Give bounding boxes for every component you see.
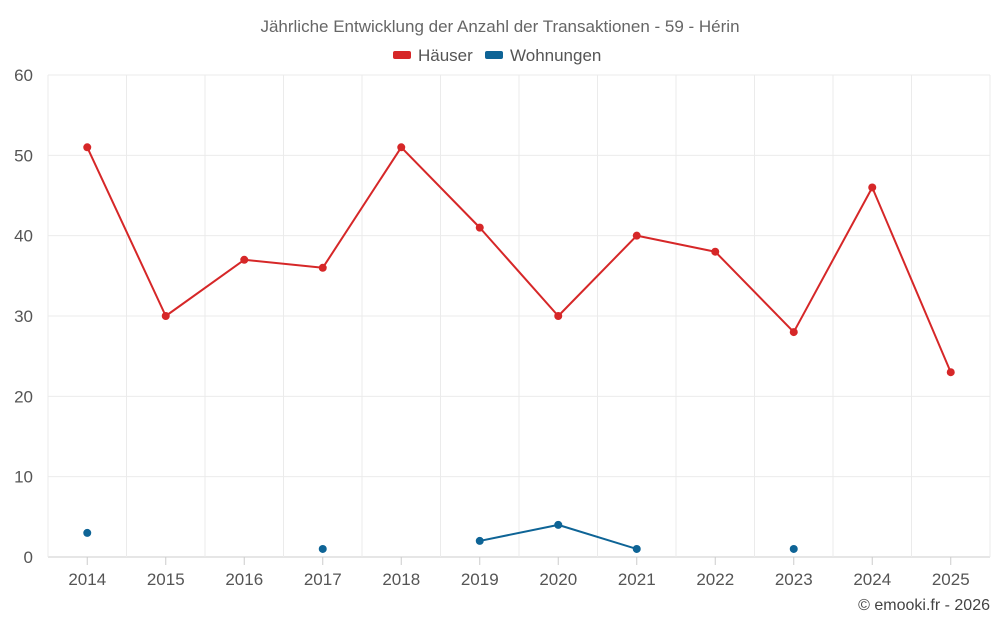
series-line-segment [557,234,638,317]
data-point[interactable] [318,263,327,272]
y-tick-label: 20 [14,387,33,406]
x-tick-label: 2020 [539,570,577,589]
series-line-segment [86,146,167,317]
series-line-segment [557,523,638,550]
legend-item-haeuser[interactable]: Häuser [393,46,473,65]
series-line-segment [243,258,324,269]
data-point[interactable] [554,520,563,529]
data-point[interactable] [789,544,798,553]
legend-label-haeuser: Häuser [418,46,473,65]
series-line-segment [321,146,403,269]
legend[interactable]: Häuser Wohnungen [393,46,601,65]
series-line-segment [871,186,952,374]
x-tick-label: 2018 [382,570,420,589]
chart-title: Jährliche Entwicklung der Anzahl der Tra… [260,17,739,36]
data-point[interactable] [83,528,92,537]
x-tick-label: 2024 [853,570,891,589]
x-tick-label: 2022 [696,570,734,589]
legend-label-wohnungen: Wohnungen [510,46,601,65]
data-point[interactable] [632,544,641,553]
x-tick-label: 2017 [304,570,342,589]
data-point[interactable] [868,183,877,192]
y-tick-label: 50 [14,146,33,165]
legend-item-wohnungen[interactable]: Wohnungen [485,46,601,65]
credit-text: © emooki.fr - 2026 [858,597,990,614]
data-point[interactable] [83,143,92,152]
data-point[interactable] [711,247,720,256]
x-tick-label: 2014 [68,570,106,589]
series-layer [83,143,955,553]
series-line-segment [635,234,717,253]
y-axis: 0 10 20 30 40 50 60 [14,66,33,567]
data-point[interactable] [475,536,484,545]
x-tick-label: 2025 [932,570,970,589]
series-1[interactable] [83,520,798,553]
y-tick-label: 10 [14,468,33,487]
data-point[interactable] [240,255,249,264]
series-line-segment [714,250,795,334]
x-tick-label: 2021 [618,570,656,589]
data-point[interactable] [632,231,641,240]
y-tick-label: 40 [14,227,33,246]
series-line-segment [792,186,874,334]
y-tick-label: 0 [24,548,33,567]
series-line-segment [478,523,560,542]
grid [47,74,991,558]
data-point[interactable] [554,312,563,320]
legend-swatch-wohnungen [485,51,503,59]
x-tick-label: 2016 [225,570,263,589]
x-tick-label: 2019 [461,570,499,589]
data-point[interactable] [789,328,798,337]
data-point[interactable] [946,368,955,377]
x-tick-label: 2023 [775,570,813,589]
data-point[interactable] [475,223,484,232]
x-axis: 2014 2015 2016 2017 2018 2019 2020 2021 2022 2023… [68,557,970,589]
series-line-segment [400,146,481,229]
data-point[interactable] [397,143,406,152]
legend-swatch-haeuser [393,51,411,59]
series-line-segment [478,226,560,317]
x-tick-label: 2015 [147,570,185,589]
y-tick-label: 60 [14,66,33,85]
data-point[interactable] [161,312,170,320]
y-tick-label: 30 [14,307,33,326]
series-0[interactable] [83,143,955,377]
data-point[interactable] [318,544,327,553]
series-line-segment [164,258,246,317]
